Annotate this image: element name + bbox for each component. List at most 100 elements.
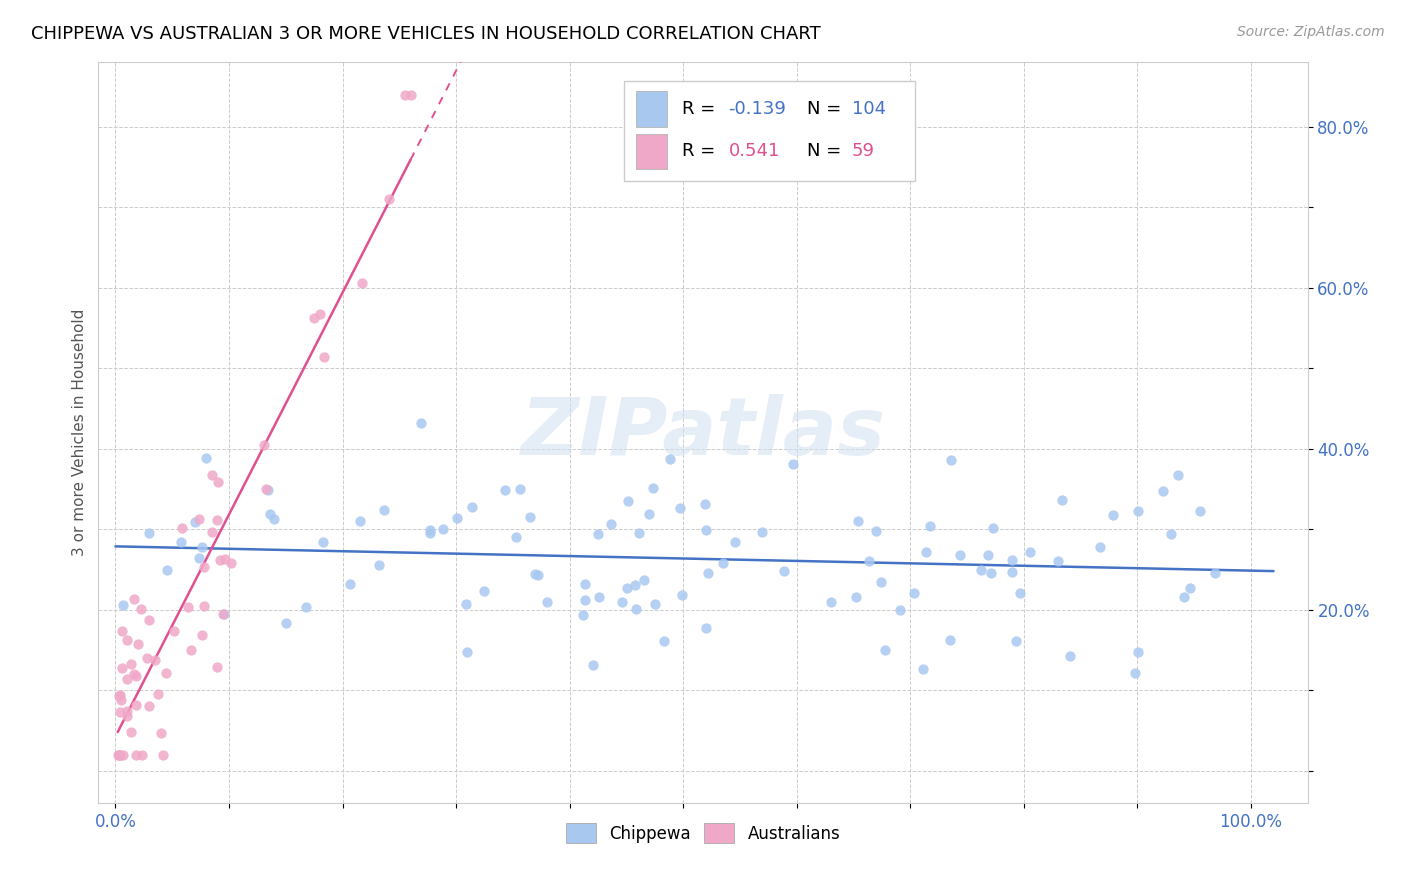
Point bbox=[644, 597, 666, 611]
Point bbox=[115, 709, 138, 723]
Point bbox=[626, 602, 648, 616]
Point bbox=[939, 453, 962, 467]
Text: 0.541: 0.541 bbox=[728, 143, 780, 161]
Point bbox=[1178, 581, 1201, 595]
Point bbox=[1189, 503, 1212, 517]
Point bbox=[180, 643, 202, 657]
Point bbox=[190, 628, 212, 642]
Point bbox=[461, 500, 484, 515]
Point bbox=[586, 527, 609, 541]
Point bbox=[1123, 666, 1146, 681]
Point bbox=[152, 747, 174, 762]
Point bbox=[205, 660, 228, 674]
Point bbox=[170, 521, 193, 535]
Point bbox=[138, 613, 160, 627]
Point bbox=[155, 666, 177, 681]
Point bbox=[574, 577, 596, 591]
Point bbox=[190, 540, 212, 554]
Point bbox=[195, 450, 218, 465]
Point bbox=[193, 560, 215, 574]
Point bbox=[638, 507, 661, 521]
Point bbox=[163, 624, 186, 639]
Point bbox=[633, 574, 655, 588]
Point bbox=[623, 578, 645, 592]
Point bbox=[274, 616, 297, 631]
Point bbox=[314, 351, 336, 365]
Point bbox=[352, 276, 374, 290]
Text: 104: 104 bbox=[852, 100, 886, 118]
Point bbox=[536, 595, 558, 609]
Point bbox=[115, 633, 138, 648]
Point bbox=[1001, 565, 1024, 579]
Point bbox=[616, 494, 638, 508]
Point bbox=[122, 666, 145, 681]
Point bbox=[107, 689, 129, 703]
Point bbox=[582, 657, 605, 672]
Point bbox=[1090, 541, 1112, 555]
Point bbox=[865, 524, 887, 539]
Point bbox=[509, 482, 531, 496]
Point bbox=[111, 624, 134, 639]
Text: Source: ZipAtlas.com: Source: ZipAtlas.com bbox=[1237, 25, 1385, 39]
Point bbox=[214, 551, 236, 566]
Point bbox=[723, 535, 745, 549]
Point bbox=[108, 747, 131, 762]
Point bbox=[148, 687, 170, 701]
Point bbox=[107, 747, 129, 762]
Point bbox=[208, 553, 231, 567]
Point bbox=[1019, 545, 1042, 559]
Point bbox=[117, 672, 139, 686]
Point bbox=[949, 548, 972, 562]
Point bbox=[671, 588, 693, 602]
Point bbox=[193, 599, 215, 614]
Point bbox=[1001, 553, 1024, 567]
Point bbox=[419, 523, 441, 537]
Point bbox=[472, 583, 495, 598]
Point bbox=[131, 747, 153, 762]
Point bbox=[939, 633, 962, 648]
Point bbox=[187, 551, 209, 566]
Point bbox=[110, 693, 132, 707]
Text: R =: R = bbox=[682, 143, 721, 161]
Point bbox=[256, 483, 278, 498]
Point bbox=[419, 526, 441, 541]
Point bbox=[1047, 554, 1070, 568]
Point bbox=[111, 660, 134, 674]
Point bbox=[1102, 508, 1125, 523]
Point bbox=[1059, 648, 1081, 663]
Point bbox=[695, 497, 717, 511]
Point bbox=[903, 586, 925, 600]
Point bbox=[399, 87, 422, 102]
Point bbox=[302, 310, 325, 325]
Point bbox=[1173, 591, 1195, 605]
Point bbox=[219, 557, 242, 571]
Point bbox=[519, 510, 541, 524]
Point bbox=[711, 556, 734, 570]
Point bbox=[155, 563, 177, 577]
Point bbox=[378, 192, 401, 206]
Point bbox=[117, 704, 139, 718]
Point bbox=[136, 651, 159, 665]
Point bbox=[112, 747, 135, 762]
Point bbox=[138, 526, 160, 541]
Point bbox=[205, 513, 228, 527]
Point bbox=[309, 307, 332, 321]
Point bbox=[149, 726, 172, 740]
Point bbox=[207, 475, 229, 489]
Point bbox=[110, 688, 132, 702]
Point bbox=[505, 530, 527, 544]
Point bbox=[494, 483, 516, 497]
Point bbox=[643, 481, 665, 495]
Point bbox=[588, 590, 610, 604]
Text: ZIPatlas: ZIPatlas bbox=[520, 393, 886, 472]
Point bbox=[846, 514, 869, 528]
Point bbox=[446, 511, 468, 525]
Point bbox=[1167, 467, 1189, 482]
Point bbox=[108, 705, 131, 719]
Bar bbox=[624, 81, 915, 181]
Point bbox=[889, 603, 911, 617]
Point bbox=[129, 602, 152, 616]
Point bbox=[111, 598, 134, 612]
Point bbox=[695, 620, 717, 634]
Point bbox=[912, 662, 935, 676]
